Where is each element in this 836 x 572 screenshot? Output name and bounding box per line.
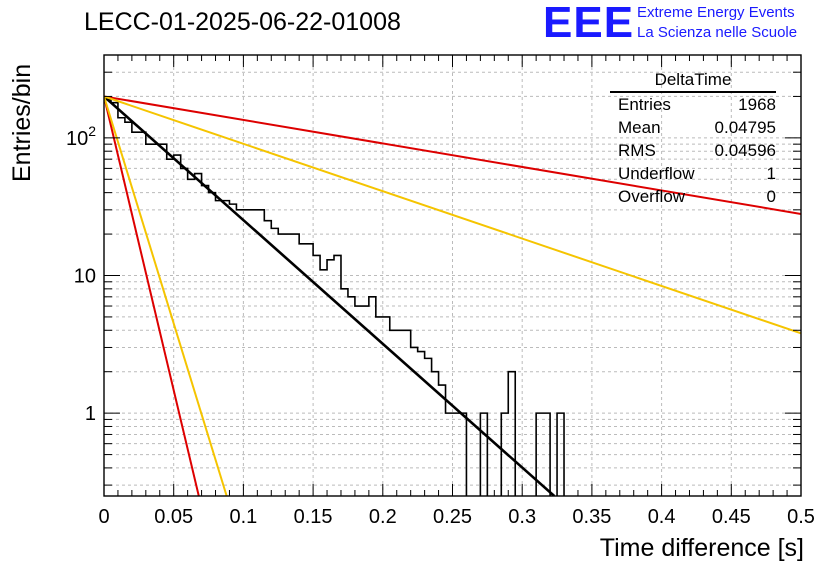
stats-label: RMS <box>618 141 656 160</box>
stats-row-entries: Entries 1968 <box>610 93 776 116</box>
stats-box: DeltaTime Entries 1968 Mean 0.04795 RMS … <box>610 70 776 208</box>
x-tick-label: 0.3 <box>508 506 536 528</box>
stats-value: 0 <box>766 187 776 206</box>
stats-label: Mean <box>618 118 661 137</box>
stats-value: 0.04795 <box>714 118 776 137</box>
stats-label: Entries <box>618 95 671 114</box>
reference-line <box>104 96 228 496</box>
x-tick-label: 0 <box>98 506 109 528</box>
histogram-bins <box>104 98 565 496</box>
stats-label: Overflow <box>618 187 686 206</box>
stats-value: 0.04596 <box>714 141 776 160</box>
eee-logo-mark: EEE <box>543 0 635 47</box>
x-tick-label: 0.25 <box>433 506 472 528</box>
reference-line <box>104 95 801 215</box>
y-axis-label: Entries/bin <box>8 63 36 182</box>
x-tick-label: 0.05 <box>154 506 193 528</box>
stats-label: Underflow <box>618 164 695 183</box>
stats-value: 1968 <box>738 95 776 114</box>
x-tick-label: 0.4 <box>648 506 676 528</box>
x-tick-label: 0.1 <box>229 506 257 528</box>
reference-line <box>104 95 801 335</box>
y-tick-label: 10 <box>74 266 96 288</box>
x-tick-label: 0.2 <box>369 506 397 528</box>
x-axis-label: Time difference [s] <box>599 534 804 562</box>
x-tick-label: 0.35 <box>572 506 611 528</box>
stats-row-overflow: Overflow 0 <box>610 185 776 208</box>
stats-title: DeltaTime <box>610 70 776 93</box>
eee-logo-line2: La Scienza nelle Scuole <box>637 24 798 41</box>
y-tick-label: 1 <box>85 403 96 425</box>
stats-row-mean: Mean 0.04795 <box>610 116 776 139</box>
x-tick-label: 0.15 <box>294 506 333 528</box>
y-tick-label: 102 <box>66 123 96 150</box>
stats-row-rms: RMS 0.04596 <box>610 139 776 162</box>
chart-title: LECC-01-2025-06-22-01008 <box>84 8 401 36</box>
stats-row-underflow: Underflow 1 <box>610 162 776 185</box>
reference-line <box>104 96 200 496</box>
x-tick-label: 0.45 <box>712 506 751 528</box>
eee-logo-line1: Extreme Energy Events <box>637 4 795 21</box>
stats-value: 1 <box>766 164 776 183</box>
x-tick-label: 0.5 <box>787 506 815 528</box>
fit-line <box>104 95 556 496</box>
